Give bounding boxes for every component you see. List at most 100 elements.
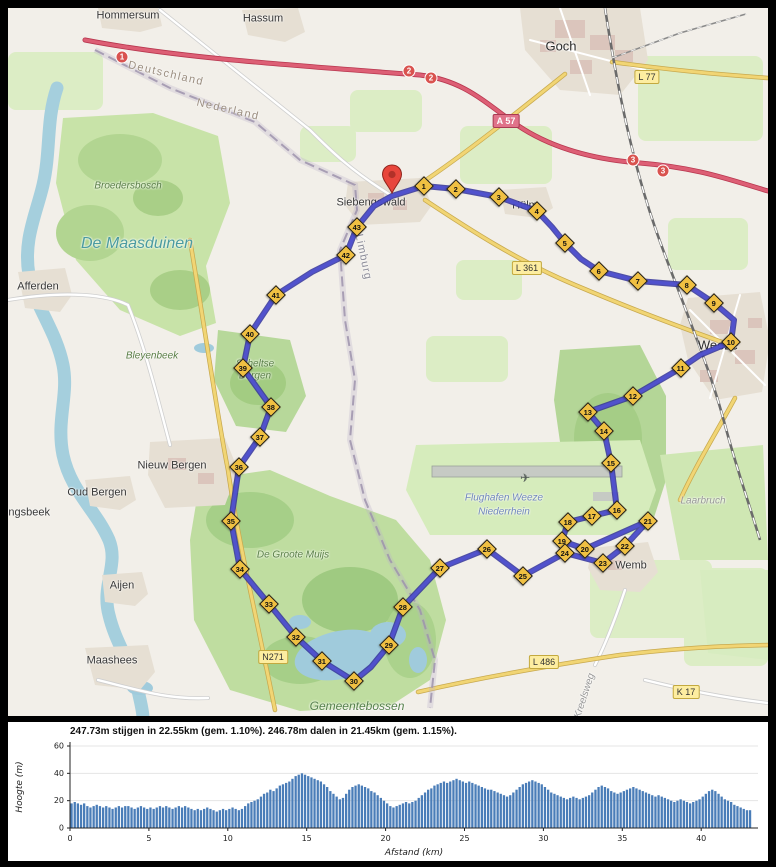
- elevation-bar: [471, 782, 474, 828]
- route-km-marker-label: 13: [583, 407, 593, 417]
- route-km-marker-40[interactable]: 40: [240, 324, 260, 344]
- elevation-bar: [155, 807, 158, 828]
- route-km-marker-37[interactable]: 37: [250, 427, 270, 447]
- route-km-marker-label: 18: [563, 517, 573, 527]
- route-km-marker-label: 6: [596, 266, 602, 276]
- route-km-marker-4[interactable]: 4: [527, 201, 547, 221]
- route-km-marker-label: 34: [235, 564, 245, 574]
- route-km-marker-38[interactable]: 38: [261, 397, 281, 417]
- elevation-bar: [111, 808, 114, 828]
- route-km-marker-17[interactable]: 17: [582, 506, 602, 526]
- route-km-marker-label: 28: [398, 602, 408, 612]
- elevation-bar: [92, 806, 95, 828]
- elevation-bar: [139, 806, 143, 828]
- elevation-bar: [158, 806, 162, 828]
- elevation-bar: [629, 788, 632, 828]
- elevation-bar: [379, 797, 382, 828]
- route-km-marker-9[interactable]: 9: [704, 293, 724, 313]
- route-km-marker-label: 8: [684, 280, 690, 290]
- route-km-marker-41[interactable]: 41: [266, 285, 286, 305]
- route-km-marker-26[interactable]: 26: [477, 539, 497, 559]
- route-km-marker-label: 32: [291, 632, 301, 642]
- route-km-marker-10[interactable]: 10: [721, 332, 741, 352]
- route-km-marker-11[interactable]: 11: [671, 358, 691, 378]
- route-km-marker-7[interactable]: 7: [628, 271, 648, 291]
- elevation-summary: 247.73m stijgen in 22.55km (gem. 1.10%).…: [70, 726, 457, 737]
- route-map[interactable]: ✈: [8, 8, 768, 716]
- elevation-bar: [695, 800, 698, 828]
- route-km-marker-5[interactable]: 5: [555, 233, 575, 253]
- elevation-bar: [294, 776, 297, 828]
- elevation-bar: [578, 799, 581, 828]
- elevation-bar: [689, 803, 692, 828]
- elevation-bar: [515, 789, 518, 828]
- route-km-marker-31[interactable]: 31: [312, 651, 332, 671]
- route-km-marker-36[interactable]: 36: [229, 457, 249, 477]
- route-km-marker-8[interactable]: 8: [677, 275, 697, 295]
- elevation-bar: [206, 807, 209, 828]
- elevation-bar: [165, 806, 168, 828]
- route-km-marker-14[interactable]: 14: [594, 421, 614, 441]
- route-km-marker-label: 27: [435, 563, 445, 573]
- elevation-bar: [389, 806, 392, 828]
- elevation-bar: [509, 795, 512, 828]
- elevation-bar: [275, 788, 278, 828]
- route-km-marker-3[interactable]: 3: [489, 187, 509, 207]
- elevation-bar: [748, 810, 752, 828]
- route-km-marker-32[interactable]: 32: [286, 627, 306, 647]
- route-km-marker-29[interactable]: 29: [379, 635, 399, 655]
- elevation-bar: [477, 785, 480, 828]
- route-km-marker-16[interactable]: 16: [607, 500, 627, 520]
- elevation-bar: [408, 803, 411, 828]
- elevation-bar: [584, 796, 588, 828]
- route-km-marker-25[interactable]: 25: [513, 566, 533, 586]
- route-km-marker-33[interactable]: 33: [259, 594, 279, 614]
- elevation-bar: [714, 791, 717, 828]
- x-tick-label: 5: [146, 834, 151, 843]
- route-km-marker-22[interactable]: 22: [615, 536, 635, 556]
- route-km-marker-28[interactable]: 28: [393, 597, 413, 617]
- elevation-bar: [382, 800, 386, 828]
- route-km-marker-30[interactable]: 30: [344, 671, 364, 691]
- elevation-bar: [117, 806, 120, 828]
- elevation-bar: [613, 792, 616, 828]
- route-km-marker-15[interactable]: 15: [601, 453, 621, 473]
- elevation-bar: [338, 799, 341, 828]
- route-km-marker-21[interactable]: 21: [638, 511, 658, 531]
- elevation-bar: [253, 800, 256, 828]
- route-km-marker-20[interactable]: 20: [575, 539, 595, 559]
- route-km-marker-13[interactable]: 13: [578, 402, 598, 422]
- elevation-bar: [698, 799, 701, 828]
- elevation-bar: [278, 785, 281, 828]
- elevation-bar: [528, 781, 531, 828]
- route-km-marker-42[interactable]: 42: [336, 245, 356, 265]
- elevation-bar: [625, 789, 629, 828]
- route-km-marker-2[interactable]: 2: [446, 179, 466, 199]
- route-km-marker-35[interactable]: 35: [221, 511, 241, 531]
- elevation-bar: [234, 808, 237, 828]
- route-km-marker-12[interactable]: 12: [623, 386, 643, 406]
- elevation-bar: [401, 803, 405, 828]
- elevation-bar: [575, 797, 578, 828]
- elevation-bar: [105, 806, 108, 828]
- route-km-marker-27[interactable]: 27: [430, 558, 450, 578]
- route-km-marker-label: 12: [628, 391, 638, 401]
- route-km-marker-label: 43: [352, 222, 362, 232]
- elevation-bar: [414, 800, 417, 828]
- route-km-marker-18[interactable]: 18: [558, 512, 578, 532]
- route-km-marker-39[interactable]: 39: [233, 358, 253, 378]
- elevation-bar: [203, 808, 206, 828]
- route-km-marker-label: 10: [726, 337, 736, 347]
- route-km-marker-43[interactable]: 43: [347, 217, 367, 237]
- route-km-marker-label: 3: [496, 192, 502, 202]
- elevation-bar: [247, 803, 250, 828]
- x-tick-label: 10: [223, 834, 233, 843]
- route-km-marker-1[interactable]: 1: [414, 176, 434, 196]
- elevation-bar: [455, 778, 458, 828]
- elevation-bar: [619, 792, 622, 828]
- elevation-bar: [423, 792, 427, 828]
- route-km-marker-34[interactable]: 34: [230, 559, 250, 579]
- route-km-marker-label: 30: [349, 676, 359, 686]
- route-km-marker-23[interactable]: 23: [593, 553, 613, 573]
- route-km-marker-6[interactable]: 6: [589, 261, 609, 281]
